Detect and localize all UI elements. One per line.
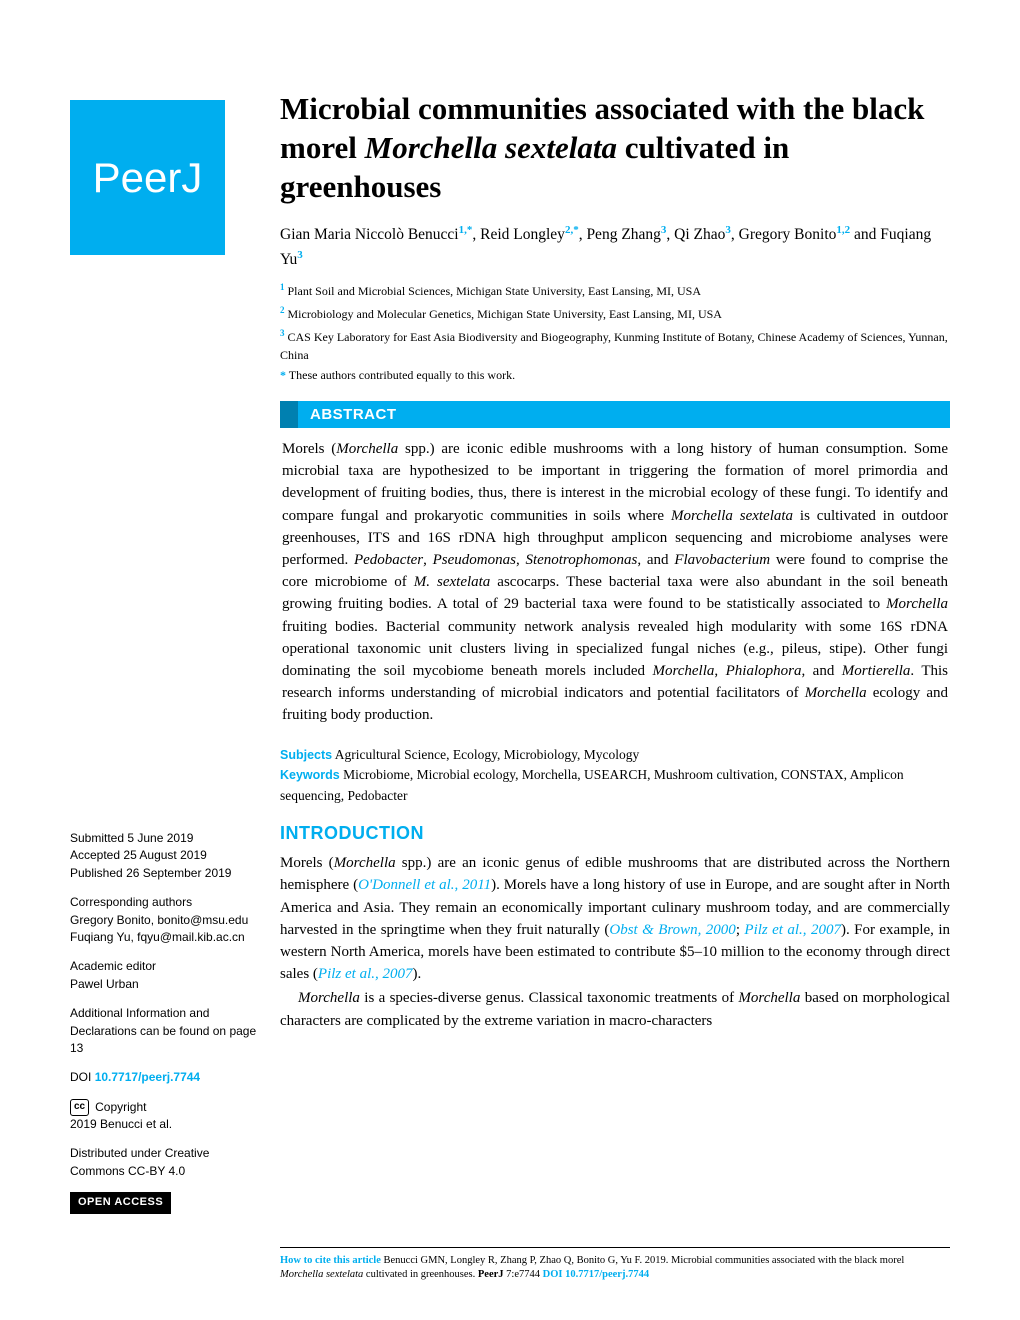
author-list: Gian Maria Niccolò Benucci1,*, Reid Long… xyxy=(280,222,950,271)
copyright-holder: 2019 Benucci et al. xyxy=(70,1116,260,1133)
metadata-sidebar: Submitted 5 June 2019 Accepted 25 August… xyxy=(70,830,260,1214)
editor-name: Pawel Urban xyxy=(70,976,260,993)
copyright-row: cc Copyright xyxy=(70,1099,260,1116)
equal-contribution-note: * These authors contributed equally to t… xyxy=(280,368,950,383)
abstract-heading: ABSTRACT xyxy=(280,401,950,428)
equal-contribution-text: These authors contributed equally to thi… xyxy=(289,368,515,382)
title-species: Morchella sextelata xyxy=(365,130,617,165)
citation-footer: How to cite this article Benucci GMN, Lo… xyxy=(280,1247,950,1282)
affiliations: 1 Plant Soil and Microbial Sciences, Mic… xyxy=(280,281,950,364)
asterisk-icon: * xyxy=(280,368,286,382)
article-title: Microbial communities associated with th… xyxy=(280,90,950,206)
body-paragraph: Morels (Morchella spp.) are an iconic ge… xyxy=(280,852,950,985)
footer-doi-link[interactable]: DOI 10.7717/peerj.7744 xyxy=(543,1269,649,1280)
additional-info: Additional Information and Declarations … xyxy=(70,1005,260,1057)
introduction-body: Morels (Morchella spp.) are an iconic ge… xyxy=(280,852,950,1032)
published-row: Published 26 September 2019 xyxy=(70,865,260,882)
keywords-label: Keywords xyxy=(280,768,340,782)
how-to-cite-label: How to cite this article xyxy=(280,1255,381,1266)
doi-row: DOI 10.7717/peerj.7744 xyxy=(70,1069,260,1086)
subjects-label: Subjects xyxy=(280,748,332,762)
body-paragraph: Morchella is a species-diverse genus. Cl… xyxy=(280,987,950,1031)
open-access-badge: OPEN ACCESS xyxy=(70,1192,171,1214)
corresponding-author-2: Fuqiang Yu, fqyu@mail.kib.ac.cn xyxy=(70,929,260,946)
doi-link[interactable]: 10.7717/peerj.7744 xyxy=(95,1070,200,1084)
subjects-row: Subjects Agricultural Science, Ecology, … xyxy=(280,745,950,766)
corresponding-label: Corresponding authors xyxy=(70,894,260,911)
submitted-row: Submitted 5 June 2019 xyxy=(70,830,260,847)
cc-icon: cc xyxy=(70,1099,89,1116)
editor-label: Academic editor xyxy=(70,958,260,975)
copyright-label: Copyright xyxy=(95,1099,146,1116)
affiliation-row: 1 Plant Soil and Microbial Sciences, Mic… xyxy=(280,281,950,300)
keywords-value: Microbiome, Microbial ecology, Morchella… xyxy=(280,767,904,803)
keywords-row: Keywords Microbiome, Microbial ecology, … xyxy=(280,765,950,807)
corresponding-author-1: Gregory Bonito, bonito@msu.edu xyxy=(70,912,260,929)
affiliation-row: 3 CAS Key Laboratory for East Asia Biodi… xyxy=(280,327,950,364)
license-row: Distributed under Creative Commons CC-BY… xyxy=(70,1145,260,1180)
affiliation-row: 2 Microbiology and Molecular Genetics, M… xyxy=(280,304,950,323)
introduction-heading: INTRODUCTION xyxy=(280,823,950,844)
brand-logo: PeerJ xyxy=(70,100,225,255)
subjects-value: Agricultural Science, Ecology, Microbiol… xyxy=(335,747,640,762)
abstract-text: Morels (Morchella spp.) are iconic edibl… xyxy=(280,438,950,726)
accepted-row: Accepted 25 August 2019 xyxy=(70,847,260,864)
